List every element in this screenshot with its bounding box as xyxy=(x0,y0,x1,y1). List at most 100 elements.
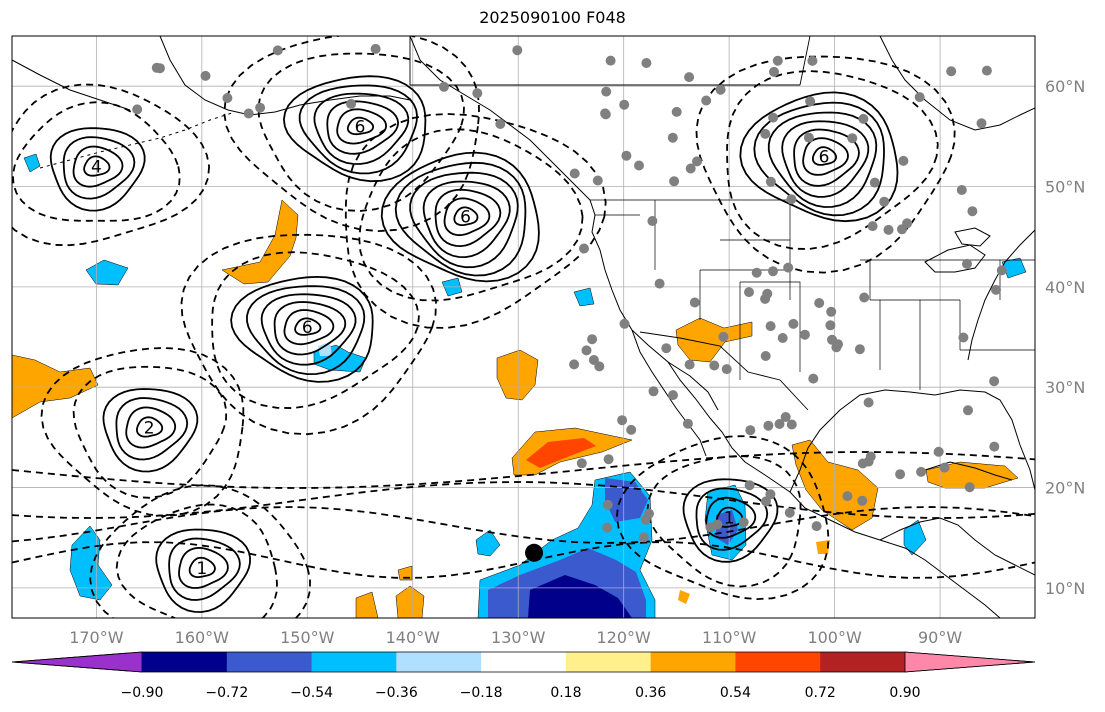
coastline xyxy=(159,36,411,116)
station-dot xyxy=(814,298,825,308)
storm-center-marker-layer xyxy=(525,543,544,562)
positive-anomaly-area xyxy=(355,591,379,618)
latitude-tick-label: 30°N xyxy=(1045,378,1085,397)
positive-contour xyxy=(49,127,146,212)
station-dot xyxy=(996,265,1007,276)
station-dot xyxy=(857,495,868,506)
station-dot xyxy=(684,72,695,83)
station-dot xyxy=(569,359,580,370)
colorbar-tick-label: 0.18 xyxy=(550,685,581,701)
high-center-label: 6 xyxy=(355,117,366,137)
station-dot xyxy=(346,98,357,109)
station-dot xyxy=(946,66,957,77)
station-dot xyxy=(738,517,749,528)
high-center-label: 6 xyxy=(302,318,313,338)
colorbar-tick-labels: −0.90 −0.72 −0.54 −0.36 −0.18 0.18 0.36 0.54 0.7… xyxy=(121,685,921,701)
longitude-tick-label: 170°W xyxy=(69,628,124,647)
station-dot xyxy=(744,480,755,491)
positive-contour xyxy=(326,100,400,155)
positive-contour xyxy=(178,546,229,589)
station-dot xyxy=(760,293,771,304)
longitude-tick-label: 130°W xyxy=(491,628,546,647)
station-dot xyxy=(879,196,890,207)
positive-contour xyxy=(102,388,199,473)
high-center-label: 4 xyxy=(91,157,102,177)
station-dot xyxy=(661,343,672,354)
positive-contour xyxy=(168,537,241,601)
station-dot xyxy=(784,507,795,518)
longitude-tick-label: 140°W xyxy=(386,628,441,647)
longitude-tick-label: 90°W xyxy=(918,628,962,647)
colorbar-tick-label: −0.90 xyxy=(121,685,164,701)
longitude-tick-labels: 170°W 160°W 150°W 140°W 130°W 120°W 110°W 100°W… xyxy=(69,628,962,647)
station-dot xyxy=(512,45,523,56)
station-dot xyxy=(914,92,925,103)
positive-contour xyxy=(346,116,374,136)
high-center-label: 1 xyxy=(196,559,207,579)
negative-anomaly-area xyxy=(573,287,595,307)
station-dot xyxy=(763,420,774,431)
negative-anomaly-area xyxy=(903,519,927,556)
station-dot xyxy=(869,177,880,188)
station-dot xyxy=(605,55,616,66)
latitude-tick-label: 60°N xyxy=(1045,77,1085,96)
station-dot xyxy=(786,419,797,430)
station-dot xyxy=(989,376,1000,387)
station-dot xyxy=(981,65,992,76)
positive-contour xyxy=(83,155,111,177)
colorbar-segment xyxy=(226,652,313,672)
station-dot xyxy=(619,318,630,329)
station-dot xyxy=(847,133,858,144)
station-dot xyxy=(721,364,732,375)
station-dot xyxy=(272,45,283,56)
positive-anomaly-area xyxy=(221,199,299,285)
station-dot xyxy=(569,168,580,179)
high-center-label: 2 xyxy=(144,418,155,438)
station-dot xyxy=(621,150,632,161)
positive-anomaly-area xyxy=(816,540,830,554)
colorbar-tick-label: −0.72 xyxy=(205,685,248,701)
station-dot xyxy=(786,194,797,205)
station-dot xyxy=(709,360,720,371)
station-dot xyxy=(634,160,644,171)
colorbar-segment xyxy=(565,652,652,672)
positive-contour xyxy=(260,293,357,366)
state-borders xyxy=(590,199,1035,390)
positive-contour xyxy=(273,301,347,356)
negative-contour xyxy=(12,541,1035,579)
positive-anomaly-area xyxy=(678,590,690,604)
station-dot xyxy=(744,287,754,298)
station-dot xyxy=(715,84,726,95)
station-dot xyxy=(962,258,972,269)
positive-contour xyxy=(125,406,177,449)
station-dot xyxy=(963,405,973,416)
high-center-label: 6 xyxy=(819,147,830,167)
positive-contour xyxy=(380,151,540,283)
light-negative-anomaly-area xyxy=(318,342,332,356)
station-dot xyxy=(602,522,613,533)
negative-contour xyxy=(695,55,956,274)
negative-contour xyxy=(344,113,607,329)
positive-contour xyxy=(135,416,164,438)
station-dot xyxy=(867,221,878,232)
station-dot xyxy=(939,462,950,473)
station-dot xyxy=(803,132,814,143)
station-dot xyxy=(641,58,652,68)
station-dot xyxy=(648,386,659,397)
station-dot xyxy=(751,267,762,278)
station-dot xyxy=(370,43,381,54)
station-dot xyxy=(898,155,909,166)
latitude-tick-label: 50°N xyxy=(1045,178,1085,197)
longitude-tick-label: 160°W xyxy=(175,628,230,647)
colorbar-segment xyxy=(735,652,821,672)
strong-positive-anomaly-area xyxy=(526,438,596,468)
station-dot xyxy=(638,532,649,543)
positive-anomaly-area xyxy=(397,565,413,581)
negative-contour xyxy=(211,251,420,410)
negative-contour xyxy=(180,233,437,436)
positive-contour xyxy=(230,275,374,383)
station-dot xyxy=(842,491,853,502)
station-dot xyxy=(626,424,637,435)
positive-contour xyxy=(409,171,519,269)
